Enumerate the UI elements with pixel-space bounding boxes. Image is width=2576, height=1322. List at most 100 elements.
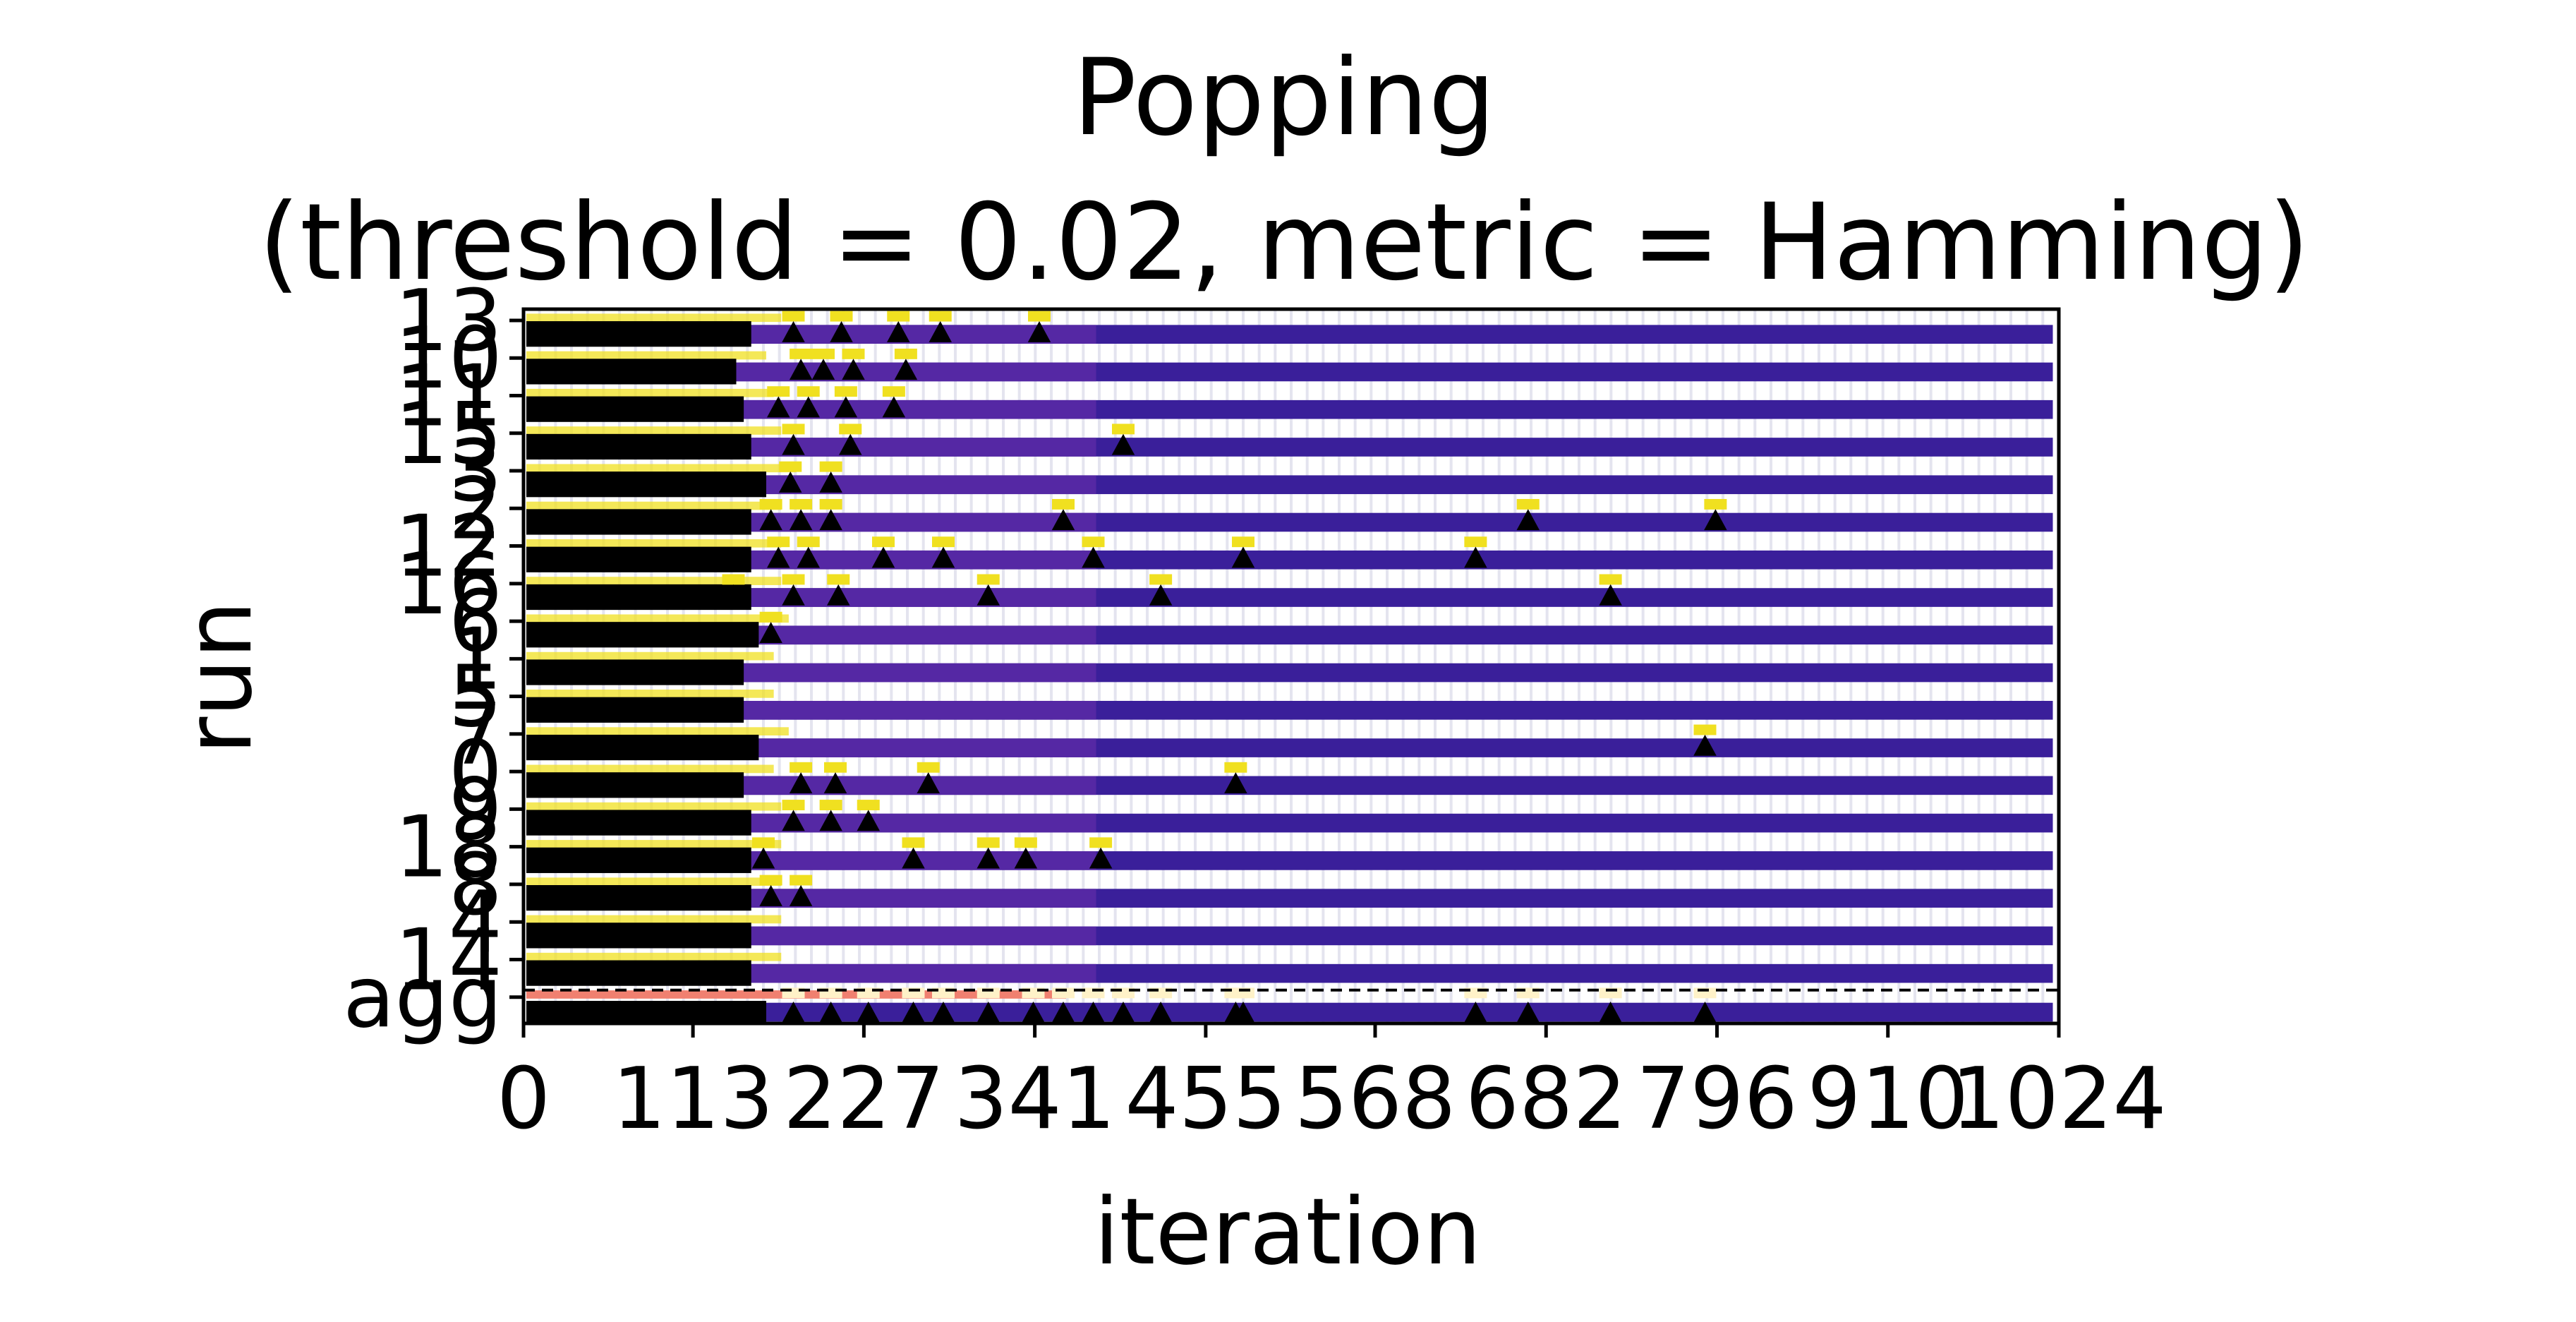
pop-marker bbox=[834, 396, 858, 418]
pop-marker bbox=[1014, 847, 1038, 869]
pop-marker bbox=[759, 884, 782, 906]
pop-patch bbox=[917, 762, 940, 773]
pop-patch bbox=[830, 311, 853, 322]
x-tick-label: 0 bbox=[497, 1050, 550, 1148]
pop-patch bbox=[782, 423, 805, 435]
run-early-strip bbox=[526, 915, 782, 924]
pop-marker bbox=[1599, 584, 1622, 606]
pop-marker bbox=[871, 546, 895, 568]
pop-patch bbox=[827, 574, 850, 585]
pop-patch bbox=[1232, 536, 1254, 548]
y-tick-label: 11 bbox=[394, 348, 502, 446]
run-black-region bbox=[526, 396, 744, 422]
pop-patch bbox=[894, 348, 917, 359]
pop-marker bbox=[976, 847, 1000, 869]
chart-title-line1: Popping bbox=[1072, 37, 1495, 160]
pop-patch bbox=[782, 800, 805, 810]
pop-patch bbox=[976, 837, 1000, 848]
pop-marker bbox=[894, 359, 918, 380]
pop-patch bbox=[842, 348, 865, 359]
pop-patch bbox=[790, 348, 813, 359]
y-tick-label: 1 bbox=[449, 611, 502, 709]
y-tick-label: 10 bbox=[394, 310, 502, 408]
y-tick-label: 5 bbox=[449, 649, 502, 747]
run-early-strip bbox=[526, 651, 774, 661]
agg-pop-marker bbox=[1111, 1002, 1135, 1023]
run-black-region bbox=[526, 359, 737, 385]
y-tick-label: 4 bbox=[449, 874, 502, 972]
pop-marker bbox=[842, 359, 865, 380]
pop-marker bbox=[782, 584, 805, 606]
x-tick-label: 796 bbox=[1636, 1050, 1798, 1148]
run-black-region bbox=[526, 810, 751, 836]
pop-patch bbox=[929, 311, 952, 322]
run-early-strip bbox=[526, 952, 782, 961]
x-tick-label: 568 bbox=[1294, 1050, 1456, 1148]
pop-marker bbox=[779, 471, 802, 493]
pop-patch bbox=[1082, 536, 1105, 548]
pop-patch bbox=[882, 386, 905, 397]
pop-marker bbox=[782, 320, 805, 342]
pop-marker bbox=[751, 847, 775, 869]
pop-patch bbox=[1089, 837, 1113, 848]
pop-patch bbox=[759, 875, 782, 886]
pop-marker bbox=[789, 359, 813, 380]
y-tick-label: 2 bbox=[449, 460, 502, 558]
x-tick-label: 227 bbox=[783, 1050, 945, 1148]
run-black-region bbox=[526, 622, 759, 648]
pop-marker bbox=[1224, 772, 1247, 794]
pop-patch bbox=[819, 461, 842, 472]
x-tick-label: 113 bbox=[612, 1050, 774, 1148]
pop-marker bbox=[1693, 734, 1717, 756]
pop-marker bbox=[1704, 509, 1727, 531]
agg-pop-marker bbox=[1051, 1002, 1075, 1023]
pop-marker bbox=[782, 810, 805, 831]
y-axis-label: run bbox=[165, 601, 272, 755]
pop-marker bbox=[767, 546, 790, 568]
y-tick-label: 8 bbox=[449, 836, 502, 935]
pop-patch bbox=[819, 800, 842, 810]
run-early-strip bbox=[526, 614, 789, 623]
run-early-strip bbox=[526, 501, 782, 510]
pop-marker bbox=[827, 584, 850, 606]
run-early-strip bbox=[526, 539, 782, 548]
run-early-strip bbox=[526, 690, 774, 698]
agg-pop-marker bbox=[1022, 1002, 1045, 1023]
pop-patch bbox=[790, 498, 813, 510]
pop-patch bbox=[752, 837, 775, 848]
agg-pop-marker bbox=[819, 1002, 842, 1023]
pop-patch bbox=[790, 762, 813, 773]
pop-patch bbox=[1149, 574, 1173, 585]
pop-marker bbox=[819, 810, 842, 831]
pop-patch bbox=[767, 536, 790, 548]
run-black-region bbox=[526, 697, 744, 723]
pop-marker bbox=[917, 772, 940, 794]
run-early-strip bbox=[526, 727, 789, 736]
pop-patch bbox=[812, 348, 835, 359]
pop-patch bbox=[797, 386, 820, 397]
pop-marker bbox=[929, 320, 952, 342]
pop-patch bbox=[1599, 574, 1622, 585]
pop-marker bbox=[830, 320, 853, 342]
pop-patch bbox=[1112, 423, 1135, 435]
pop-marker bbox=[767, 396, 790, 418]
pop-marker bbox=[839, 433, 862, 455]
pop-patch bbox=[834, 386, 857, 397]
agg-pop-marker bbox=[857, 1002, 880, 1023]
run-early-strip bbox=[526, 802, 782, 811]
pop-patch bbox=[1028, 311, 1051, 322]
run-black-region bbox=[526, 659, 744, 685]
x-tick-label: 682 bbox=[1465, 1050, 1627, 1148]
agg-pop-marker bbox=[1693, 1002, 1717, 1023]
pop-marker bbox=[1149, 584, 1173, 606]
pop-patch bbox=[790, 875, 813, 886]
x-tick-label: 455 bbox=[1125, 1050, 1286, 1148]
pop-marker bbox=[819, 509, 842, 531]
agg-stripe bbox=[526, 1002, 2053, 1022]
x-axis-label: iteration bbox=[1094, 1178, 1481, 1285]
x-tick-label: 341 bbox=[954, 1050, 1115, 1148]
pop-patch bbox=[782, 574, 805, 585]
pop-marker bbox=[789, 509, 813, 531]
